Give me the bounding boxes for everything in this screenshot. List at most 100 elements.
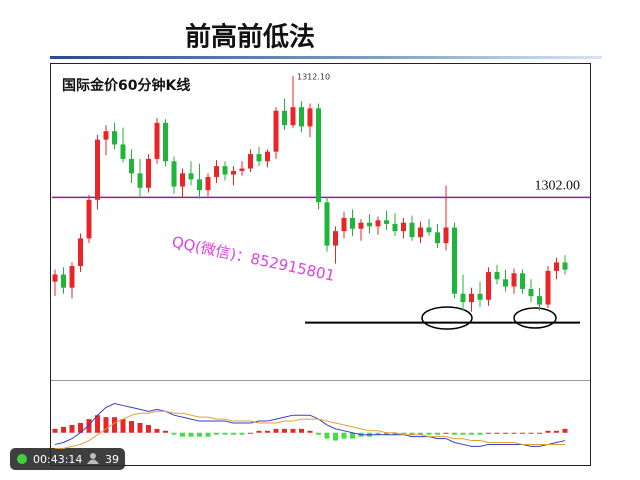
candle-body: [171, 161, 177, 187]
macd-bar: [112, 417, 117, 433]
macd-bar: [486, 432, 491, 434]
candle-body: [392, 223, 398, 232]
macd-bar: [273, 428, 279, 433]
macd-bar: [452, 432, 457, 435]
macd-bar: [469, 432, 474, 435]
macd-bar: [239, 432, 245, 435]
macd-bar: [316, 432, 321, 435]
macd-bar: [231, 432, 236, 435]
macd-bar: [290, 428, 296, 433]
candle-body: [290, 107, 296, 126]
candle-body: [503, 279, 508, 287]
candle-body: [528, 288, 534, 297]
macd-bar: [299, 428, 304, 433]
macd-bar: [214, 432, 219, 435]
candle-body: [401, 222, 406, 232]
viewer-icon: [90, 453, 96, 459]
macd-bar: [307, 430, 313, 433]
candle-body: [52, 274, 58, 282]
macd-bar: [554, 430, 559, 433]
candle-body: [69, 266, 75, 288]
candle-body: [214, 166, 219, 177]
macd-bar: [248, 432, 253, 434]
macd-bar: [61, 426, 66, 433]
candle-body: [163, 122, 168, 162]
macd-bar: [69, 424, 75, 433]
macd-bar: [324, 432, 330, 439]
high-label: 1312.10: [297, 72, 330, 81]
macd-bar: [520, 432, 525, 434]
candle-body: [443, 227, 449, 244]
macd-bar: [78, 423, 83, 433]
macd-bar: [197, 432, 202, 437]
macd-bar: [418, 432, 423, 435]
candle-body: [316, 108, 321, 203]
macd-bar: [494, 432, 500, 434]
macd-bar: [562, 428, 568, 433]
macd-bar: [545, 430, 551, 433]
candle-body: [452, 227, 457, 294]
macd-bar: [401, 432, 406, 435]
candle-body: [239, 168, 245, 171]
macd-line: [55, 410, 565, 449]
macd-bar: [426, 432, 432, 435]
candle-body: [358, 222, 364, 229]
macd-bar: [341, 432, 347, 439]
macd-bar: [503, 432, 508, 434]
candle-body: [137, 173, 143, 188]
candle-body: [554, 262, 559, 271]
macd-bar: [154, 428, 160, 433]
candle-body: [205, 176, 211, 191]
macd-bar: [537, 432, 542, 434]
candle-body: [469, 293, 474, 303]
macd-bar: [205, 432, 211, 437]
candle-body: [426, 227, 432, 233]
macd-bar: [120, 419, 126, 433]
macd-line: [54, 402, 566, 447]
candle-body: [418, 227, 423, 238]
macd-bar: [392, 432, 398, 435]
viewer-icon: [87, 459, 99, 464]
macd-bar: [350, 432, 355, 439]
macd-bar: [137, 423, 143, 433]
macd-bar: [163, 430, 168, 433]
live-dot: [17, 454, 27, 464]
candle-body: [562, 262, 568, 270]
macd-bar: [511, 432, 517, 434]
macd-bar: [384, 432, 389, 435]
low-circle: [513, 307, 557, 329]
candle-body: [299, 107, 304, 127]
chart-title: 国际金价60分钟K线: [62, 77, 190, 94]
macd-bar: [477, 432, 483, 435]
candle-body: [350, 217, 355, 229]
macd-bar: [435, 432, 440, 435]
candle-body: [545, 270, 551, 305]
candle-body: [188, 173, 194, 180]
low-circle: [421, 306, 473, 330]
candle-body: [333, 231, 338, 246]
candle-body: [537, 296, 542, 305]
candle-body: [324, 202, 330, 246]
candle-body: [384, 220, 389, 224]
candle-body: [265, 151, 270, 162]
candle-body: [375, 220, 381, 227]
macd-bar: [52, 428, 58, 433]
macd-bar: [333, 432, 338, 441]
candle-body: [341, 217, 347, 232]
candle-body: [307, 108, 313, 127]
candle-body: [477, 293, 483, 300]
candle-body: [222, 166, 228, 175]
macd-bar: [282, 428, 287, 433]
candle-body: [256, 154, 262, 162]
macd-bar: [460, 432, 466, 435]
candle-body: [435, 232, 440, 244]
candle-body: [231, 170, 236, 175]
candle-body: [460, 293, 466, 303]
candle-body: [282, 110, 287, 126]
title-rule: [50, 56, 602, 59]
candle-body: [511, 273, 517, 287]
candle-body: [120, 144, 126, 159]
macd-bar: [265, 430, 270, 433]
candle-body: [180, 173, 185, 187]
